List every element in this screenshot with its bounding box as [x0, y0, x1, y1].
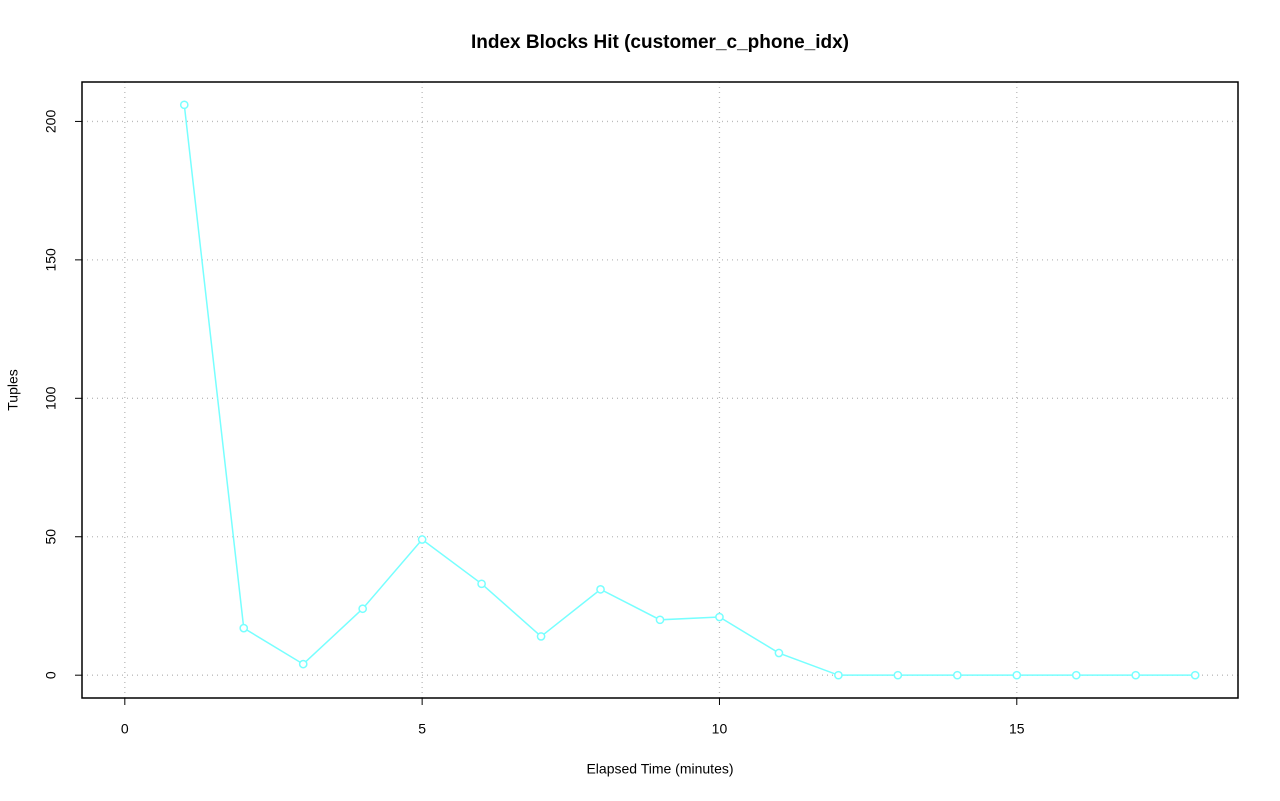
y-tick-label: 150 — [43, 248, 59, 272]
series-line — [183, 104, 1196, 676]
data-point — [715, 612, 724, 622]
data-point — [239, 623, 249, 633]
x-tick-label: 15 — [1009, 721, 1025, 737]
data-point — [596, 585, 605, 594]
x-tick-label: 10 — [712, 721, 728, 737]
data-point — [1131, 670, 1141, 680]
data-point — [477, 579, 486, 589]
y-tick-label: 100 — [43, 386, 59, 410]
data-point — [893, 670, 903, 680]
data-point — [1071, 670, 1081, 680]
data-point — [655, 615, 665, 625]
x-tick-label: 0 — [121, 721, 129, 737]
chart-title: Index Blocks Hit (customer_c_phone_idx) — [471, 32, 849, 53]
data-point — [1190, 670, 1200, 680]
data-point — [536, 632, 546, 641]
y-tick-label: 0 — [43, 671, 59, 679]
data-point — [179, 100, 189, 110]
data-point — [774, 648, 784, 658]
data-point — [358, 604, 368, 614]
y-tick-label: 200 — [43, 110, 59, 134]
grid — [82, 82, 1238, 698]
x-tick-label: 5 — [418, 721, 426, 737]
x-axis-title: Elapsed Time (minutes) — [586, 761, 733, 777]
data-point — [417, 535, 427, 544]
data-point — [1012, 670, 1022, 680]
data-point — [298, 659, 308, 669]
plot-frame — [81, 81, 1239, 699]
data-point — [952, 670, 962, 680]
y-axis-title: Tuples — [5, 369, 21, 411]
y-tick-label: 50 — [43, 529, 59, 545]
data-point — [834, 670, 843, 680]
